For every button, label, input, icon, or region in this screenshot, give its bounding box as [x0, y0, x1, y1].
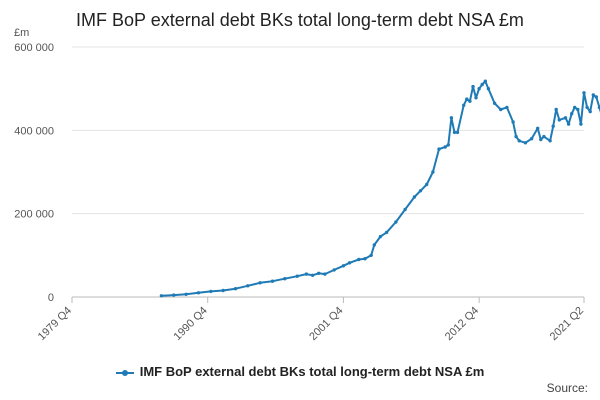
data-point-65 — [576, 107, 580, 112]
data-point-43 — [480, 82, 484, 87]
data-point-56 — [542, 134, 546, 139]
data-point-2 — [184, 292, 188, 296]
data-point-15 — [323, 272, 327, 276]
data-point-42 — [477, 87, 481, 91]
data-point-39 — [468, 99, 472, 103]
data-point-18 — [347, 261, 352, 265]
data-point-64 — [573, 105, 577, 110]
legend-label: IMF BoP external debt BKs total long-ter… — [139, 364, 485, 379]
data-point-48 — [505, 105, 509, 110]
y-tick-label-0: 0 — [48, 292, 54, 304]
data-point-61 — [563, 116, 568, 120]
data-point-68 — [585, 105, 589, 110]
data-point-27 — [412, 195, 417, 199]
data-point-11 — [295, 274, 299, 278]
data-point-72 — [597, 105, 600, 110]
data-point-10 — [283, 277, 287, 281]
x-tick-label-2: 2001 Q4 — [307, 305, 345, 343]
data-point-34 — [449, 116, 454, 120]
data-point-38 — [465, 97, 469, 101]
data-point-40 — [471, 84, 475, 89]
x-tick-label-3: 2012 Q4 — [443, 305, 481, 343]
data-point-51 — [517, 139, 521, 143]
data-point-3 — [196, 291, 201, 295]
data-point-49 — [511, 120, 515, 124]
y-tick-label-3: 600 000 — [14, 42, 54, 54]
data-point-67 — [582, 91, 586, 95]
data-point-35 — [452, 130, 457, 135]
data-point-30 — [431, 170, 435, 174]
data-point-54 — [536, 126, 540, 130]
data-point-32 — [443, 145, 447, 149]
data-point-25 — [394, 220, 398, 224]
data-point-7 — [246, 284, 250, 288]
data-point-33 — [446, 143, 450, 147]
data-point-21 — [369, 253, 373, 257]
data-point-60 — [557, 118, 561, 122]
data-point-6 — [233, 287, 238, 291]
data-point-36 — [455, 130, 460, 135]
data-point-16 — [332, 268, 336, 272]
y-axis-unit: £m — [14, 27, 30, 39]
data-point-14 — [317, 271, 321, 275]
data-point-62 — [566, 122, 571, 126]
series-line-0 — [161, 80, 600, 297]
data-point-53 — [529, 137, 534, 141]
data-point-45 — [486, 87, 491, 91]
data-point-55 — [539, 137, 543, 142]
data-point-47 — [499, 107, 503, 112]
data-point-12 — [304, 272, 309, 276]
data-point-23 — [378, 234, 383, 239]
data-point-46 — [492, 101, 497, 106]
data-point-19 — [357, 257, 361, 262]
data-point-31 — [437, 147, 441, 151]
data-point-26 — [403, 207, 407, 212]
data-point-50 — [514, 134, 518, 139]
legend-line-marker-icon — [115, 369, 134, 376]
data-point-66 — [579, 122, 583, 126]
data-point-24 — [384, 230, 389, 235]
x-tick-label-0: 1979 Q4 — [36, 305, 74, 343]
data-point-5 — [221, 288, 225, 293]
data-point-41 — [474, 96, 478, 100]
data-point-58 — [551, 124, 555, 128]
data-point-17 — [341, 264, 346, 268]
data-point-37 — [462, 103, 466, 108]
data-point-29 — [425, 182, 429, 187]
data-point-4 — [209, 289, 213, 294]
x-tick-label-1: 1990 Q4 — [172, 305, 210, 343]
data-point-13 — [310, 273, 315, 277]
data-point-70 — [591, 93, 595, 97]
data-point-28 — [418, 189, 423, 193]
y-tick-label-1: 200 000 — [14, 209, 54, 221]
data-point-52 — [523, 141, 528, 145]
data-point-0 — [159, 294, 164, 298]
data-point-8 — [258, 281, 262, 285]
data-point-9 — [270, 279, 275, 283]
data-point-69 — [588, 109, 592, 114]
source-label: Source: — [546, 381, 588, 395]
data-point-20 — [363, 257, 367, 261]
data-point-71 — [594, 95, 598, 99]
data-point-63 — [570, 112, 574, 116]
y-tick-label-2: 400 000 — [14, 125, 54, 137]
data-point-22 — [372, 243, 376, 247]
legend[interactable]: IMF BoP external debt BKs total long-ter… — [0, 364, 600, 379]
data-point-1 — [172, 293, 176, 297]
data-point-57 — [548, 139, 552, 143]
data-point-59 — [554, 107, 558, 112]
data-point-44 — [483, 79, 487, 83]
x-tick-label-4: 2021 Q2 — [548, 305, 586, 343]
chart-title: IMF BoP external debt BKs total long-ter… — [76, 10, 524, 30]
